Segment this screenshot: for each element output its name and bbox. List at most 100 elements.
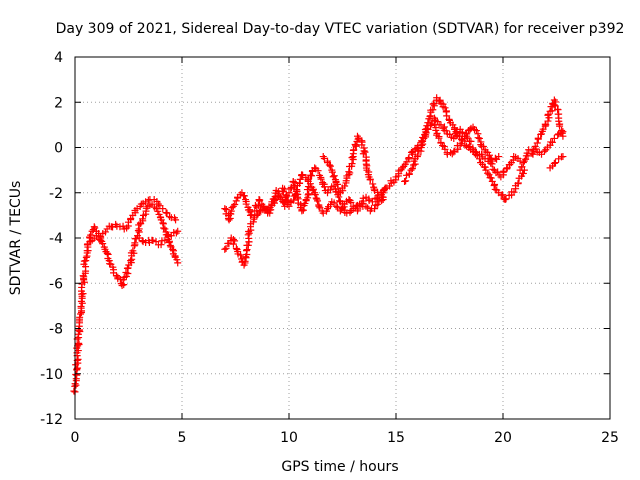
data-point-marker (253, 203, 261, 211)
data-point-marker (299, 206, 307, 214)
data-point-marker (267, 206, 275, 214)
data-point-marker (120, 281, 128, 289)
data-point-marker (366, 176, 374, 184)
data-point-marker (124, 264, 132, 272)
x-axis-label: GPS time / hours (281, 459, 398, 475)
y-axis-label: SDTVAR / TECUs (8, 181, 24, 296)
x-tick-label: 10 (280, 430, 298, 446)
data-point-marker (423, 122, 431, 130)
data-point-marker (489, 165, 497, 173)
data-point-marker (510, 188, 518, 196)
data-point-marker (157, 241, 165, 249)
data-point-marker (296, 179, 304, 187)
data-point-marker (293, 186, 301, 194)
data-point-marker (407, 148, 415, 156)
data-point-marker (472, 127, 480, 135)
data-point-marker (229, 240, 237, 248)
x-tick-label: 25 (601, 430, 619, 446)
data-point-marker (315, 202, 323, 210)
y-tick-label: 0 (54, 141, 63, 157)
y-tick-label: 4 (54, 50, 63, 66)
data-point-marker (72, 370, 80, 378)
data-point-marker (467, 137, 475, 145)
data-point-marker (328, 168, 336, 176)
y-tick-label: -2 (49, 186, 63, 202)
data-point-marker (398, 164, 406, 172)
y-tick-label: -6 (49, 276, 63, 292)
data-point-marker (289, 177, 297, 185)
data-point-marker (518, 163, 526, 171)
data-point-marker (255, 196, 263, 204)
data-point-marker (348, 154, 356, 162)
data-point-marker (112, 272, 120, 280)
y-tick-label: -10 (40, 367, 63, 383)
data-point-marker (163, 209, 171, 217)
data-points (70, 94, 567, 396)
data-point-marker (149, 236, 157, 244)
data-point-marker (346, 169, 354, 177)
x-tick-label: 15 (387, 430, 405, 446)
data-point-marker (157, 216, 165, 224)
data-point-marker (347, 198, 355, 206)
data-point-marker (221, 205, 229, 213)
data-point-marker (246, 211, 254, 219)
grid (75, 57, 610, 419)
data-point-marker (475, 134, 483, 142)
data-point-marker (450, 147, 458, 155)
data-point-marker (227, 207, 235, 215)
data-point-marker (503, 165, 511, 173)
data-point-marker (554, 131, 562, 139)
data-point-marker (82, 257, 90, 265)
data-point-marker (225, 216, 233, 224)
data-point-marker (76, 313, 84, 321)
data-point-marker (91, 224, 99, 232)
data-point-marker (325, 161, 333, 169)
data-point-marker (501, 196, 509, 204)
data-point-marker (407, 166, 415, 174)
data-point-marker (245, 229, 253, 237)
data-point-marker (540, 147, 548, 155)
data-point-marker (432, 126, 440, 134)
data-point-marker (441, 104, 449, 112)
data-point-marker (442, 127, 450, 135)
data-point-marker (424, 119, 432, 127)
data-point-marker (326, 186, 334, 194)
data-point-marker (479, 142, 487, 150)
data-point-marker (159, 205, 167, 213)
data-point-marker (362, 202, 370, 210)
data-point-marker (418, 141, 426, 149)
data-point-marker (341, 182, 349, 190)
y-tick-label: -8 (49, 322, 63, 338)
y-tick-label: 2 (54, 95, 63, 111)
data-point-marker (231, 201, 239, 209)
data-point-marker (484, 169, 492, 177)
data-point-marker (118, 282, 126, 290)
data-point-marker (499, 191, 507, 199)
data-point-marker (485, 151, 493, 159)
y-tick-label: -12 (40, 412, 63, 428)
x-tick-label: 20 (494, 430, 512, 446)
data-point-marker (311, 191, 319, 199)
data-point-marker (275, 190, 283, 198)
data-point-marker (421, 126, 429, 134)
data-point-marker (129, 247, 137, 255)
data-point-marker (379, 189, 387, 197)
data-point-marker (254, 201, 262, 209)
data-point-marker (174, 227, 182, 235)
data-point-marker (550, 134, 558, 142)
data-point-marker (317, 175, 325, 183)
data-point-marker (305, 190, 313, 198)
data-point-marker (296, 175, 304, 183)
data-point-marker (232, 244, 240, 252)
data-point-marker (559, 153, 567, 161)
data-point-marker (345, 168, 353, 176)
data-point-marker (285, 202, 293, 210)
data-point-marker (350, 146, 358, 154)
data-point-marker (159, 219, 167, 227)
data-point-marker (101, 228, 109, 236)
data-point-marker (169, 246, 177, 254)
data-point-marker (161, 225, 169, 233)
data-point-marker (161, 236, 169, 244)
data-point-marker (221, 245, 229, 253)
